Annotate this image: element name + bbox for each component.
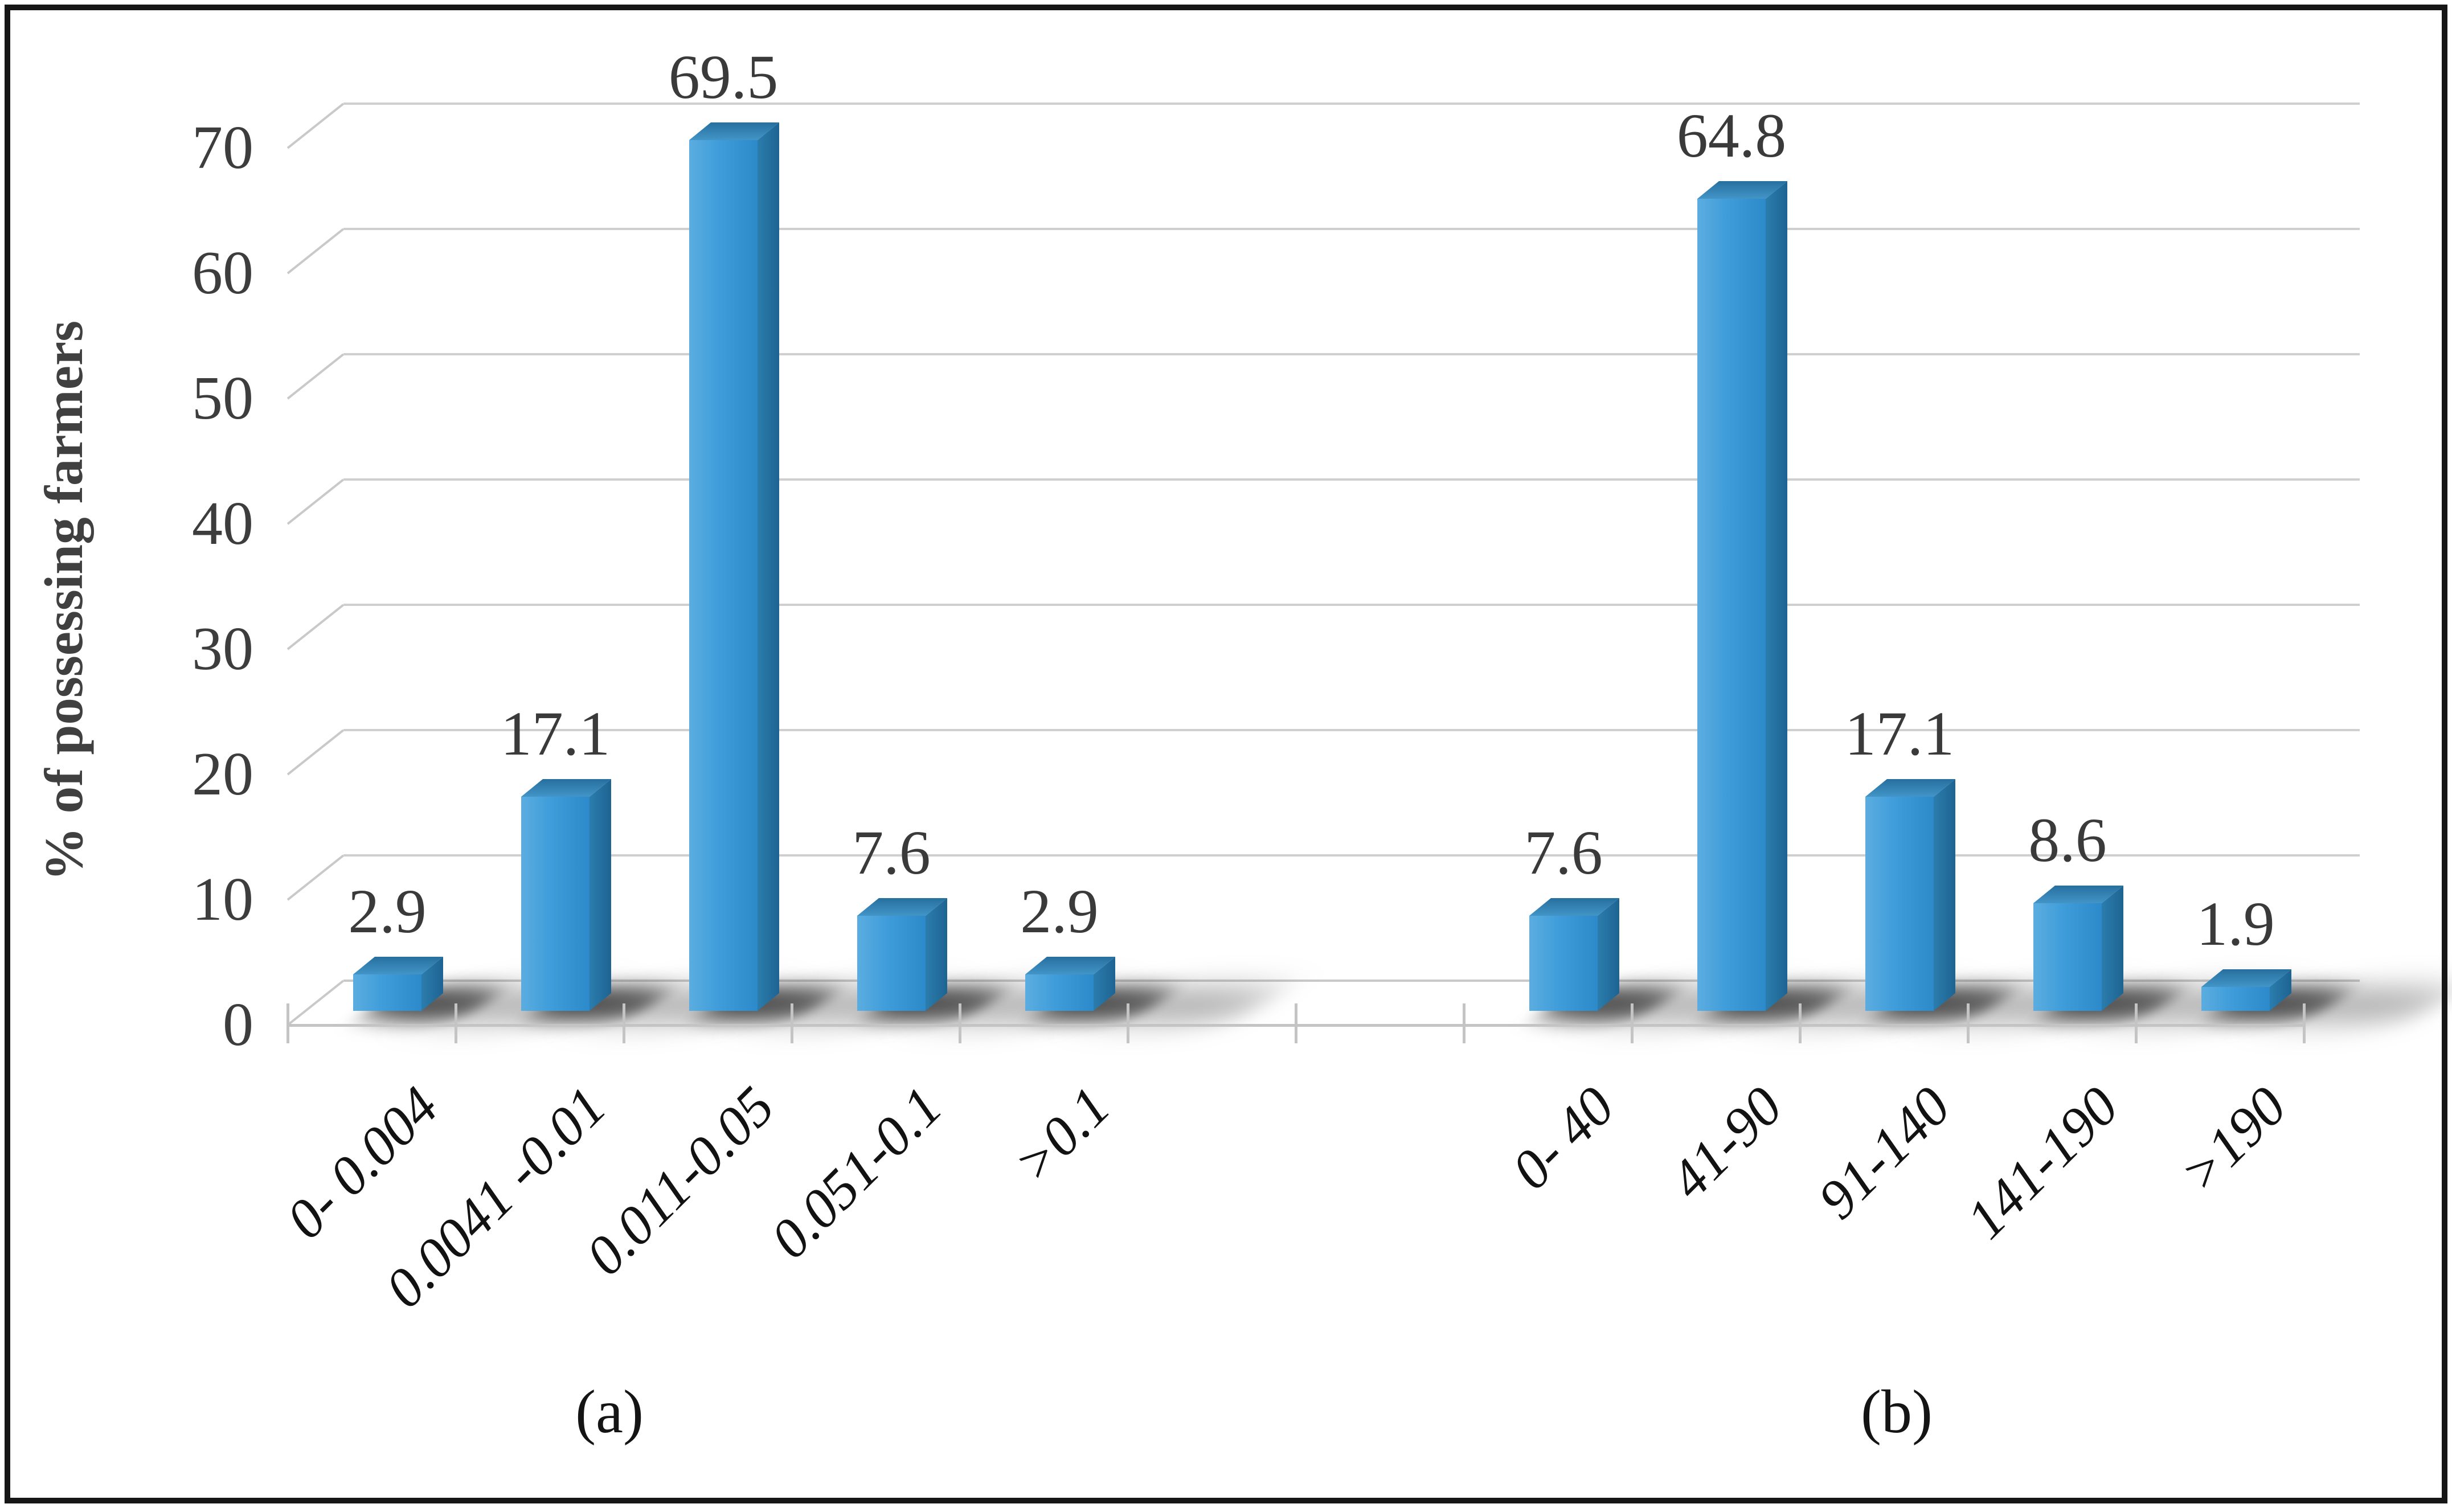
- y-tick-label: 10: [192, 866, 253, 933]
- gridline-connector: [286, 103, 345, 149]
- bar-side-face: [590, 778, 611, 1011]
- y-tick-label: 40: [192, 490, 253, 558]
- x-axis-tick: [623, 1003, 625, 1043]
- bar: [2033, 903, 2102, 1011]
- y-tick-label: 50: [192, 364, 253, 432]
- gridline-connector: [286, 478, 345, 525]
- bar-value-label: 17.1: [1844, 699, 1955, 768]
- x-axis-tick: [1799, 1003, 1802, 1043]
- bar: [2201, 987, 2270, 1011]
- y-tick-label: 0: [223, 991, 253, 1059]
- bar-value-label: 1.9: [2196, 889, 2275, 958]
- gridline: [343, 103, 2360, 105]
- bar: [1865, 797, 1934, 1011]
- bar: [1697, 199, 1766, 1011]
- y-tick-label: 30: [192, 615, 253, 683]
- gridline: [343, 604, 2360, 606]
- panel-b-caption: (b): [1861, 1378, 1933, 1446]
- gridline-connector: [286, 729, 345, 776]
- gridline-connector: [286, 228, 345, 274]
- bar: [1529, 916, 1598, 1011]
- x-axis-tick: [1463, 1003, 1466, 1043]
- bar-value-label: 8.6: [2028, 805, 2107, 875]
- bar: [857, 916, 926, 1011]
- bar-value-label: 64.8: [1676, 101, 1787, 170]
- gridline: [343, 980, 2360, 982]
- x-axis-tick: [1295, 1003, 1297, 1043]
- bar-value-label: 17.1: [500, 699, 611, 768]
- bar-value-label: 2.9: [1020, 876, 1099, 946]
- x-axis-tick: [791, 1003, 793, 1043]
- x-axis-tick: [1967, 1003, 1970, 1043]
- gridline: [343, 478, 2360, 481]
- bar: [353, 974, 421, 1011]
- x-axis-tick: [455, 1003, 457, 1043]
- bar-value-label: 7.6: [852, 818, 931, 887]
- x-axis-tick: [959, 1003, 961, 1043]
- y-tick-label: 20: [192, 740, 253, 808]
- gridline-connector: [286, 353, 345, 400]
- x-axis-tick: [2303, 1003, 2306, 1043]
- panel-a-caption: (a): [575, 1378, 644, 1446]
- gridline: [343, 353, 2360, 355]
- x-axis-tick: [286, 1003, 289, 1043]
- x-axis-tick: [1631, 1003, 1634, 1043]
- bar: [521, 797, 590, 1011]
- bar-side-face: [1598, 898, 1619, 1011]
- bar: [1025, 974, 1094, 1011]
- y-tick-label: 70: [192, 114, 253, 182]
- gridline-connector: [286, 604, 345, 650]
- bar-value-label: 2.9: [348, 876, 427, 946]
- bar-value-label: 7.6: [1524, 818, 1603, 887]
- bar-side-face: [1766, 181, 1787, 1011]
- gridline: [343, 228, 2360, 230]
- x-axis-tick: [2135, 1003, 2138, 1043]
- bar-value-label: 69.5: [668, 42, 779, 112]
- gridline: [343, 729, 2360, 731]
- y-tick-label: 60: [192, 239, 253, 307]
- bar: [689, 140, 758, 1011]
- gridline: [343, 854, 2360, 857]
- x-axis-tick: [1127, 1003, 1129, 1043]
